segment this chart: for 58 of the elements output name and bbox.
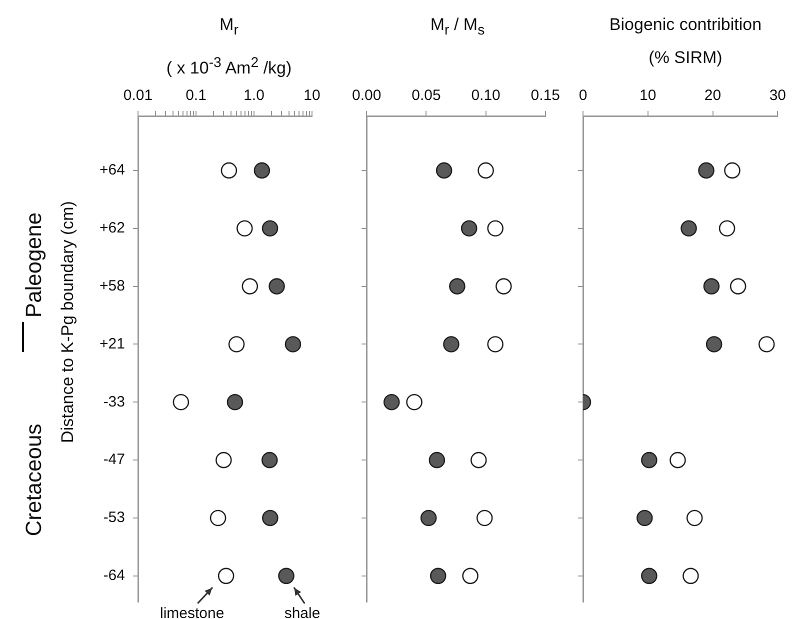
x-tick-label: 0.01 [123,87,153,104]
point [641,568,658,584]
text: M$_{r}$ ( x 10$^{-3}$ Am$^{2}$ /kg) [166,15,292,78]
y-tick-label: +58 [100,277,125,294]
x-axis-title: M$_{r}$ / M$_{s}$ [429,14,486,40]
x-tick-label: 0.1 [186,87,206,104]
y-tick-label: -64 [103,567,125,584]
point [718,220,736,237]
point [496,278,512,294]
point [686,510,703,526]
point [641,452,658,468]
point [420,510,437,526]
x-tick-label: 30 [769,87,786,104]
point [680,220,697,237]
x-tick-label: 20 [704,87,722,104]
y-tick-label: +64 [100,162,125,179]
point [460,220,478,237]
y-axis-title: Distance to K-Pg boundary (cm) [58,201,78,443]
point [430,568,446,584]
series-label: shale [284,605,320,619]
text: Paleogene [21,212,47,318]
x-tick-label: 10 [640,87,656,104]
x-axis-title: Biogenic contribition (% SIRM) [608,14,763,69]
point [487,336,504,352]
point [406,394,422,410]
point [449,278,466,294]
point [478,162,494,179]
point [703,278,720,294]
point [476,510,493,526]
y-tick-label: -47 [103,451,125,468]
point [428,452,446,468]
point [636,510,653,526]
point [724,162,740,179]
x-tick-label: 1.0 [244,87,264,104]
point [462,568,478,584]
point [706,336,722,352]
y-tick-label: +62 [100,220,125,237]
y-tick-label: -53 [103,509,125,526]
point [682,568,699,584]
point [730,278,746,294]
point [383,394,400,410]
y-tick-label: -33 [103,393,125,410]
x-tick-label: 10 [304,87,320,104]
x-tick-label: 0.15 [530,87,560,104]
y-tick-label: +21 [100,335,125,352]
x-tick-label: 0.10 [471,87,500,104]
x-tick-label: 0 [578,87,588,104]
point [487,220,504,237]
x-tick-label: 0.00 [352,87,382,104]
series-label: limestone [160,605,224,619]
point [470,452,487,468]
text: Cretaceous [21,424,47,536]
point [698,162,714,179]
point [436,162,452,179]
point [670,452,686,468]
x-tick-label: 0.05 [412,87,441,104]
point [443,336,460,352]
point [758,336,775,352]
